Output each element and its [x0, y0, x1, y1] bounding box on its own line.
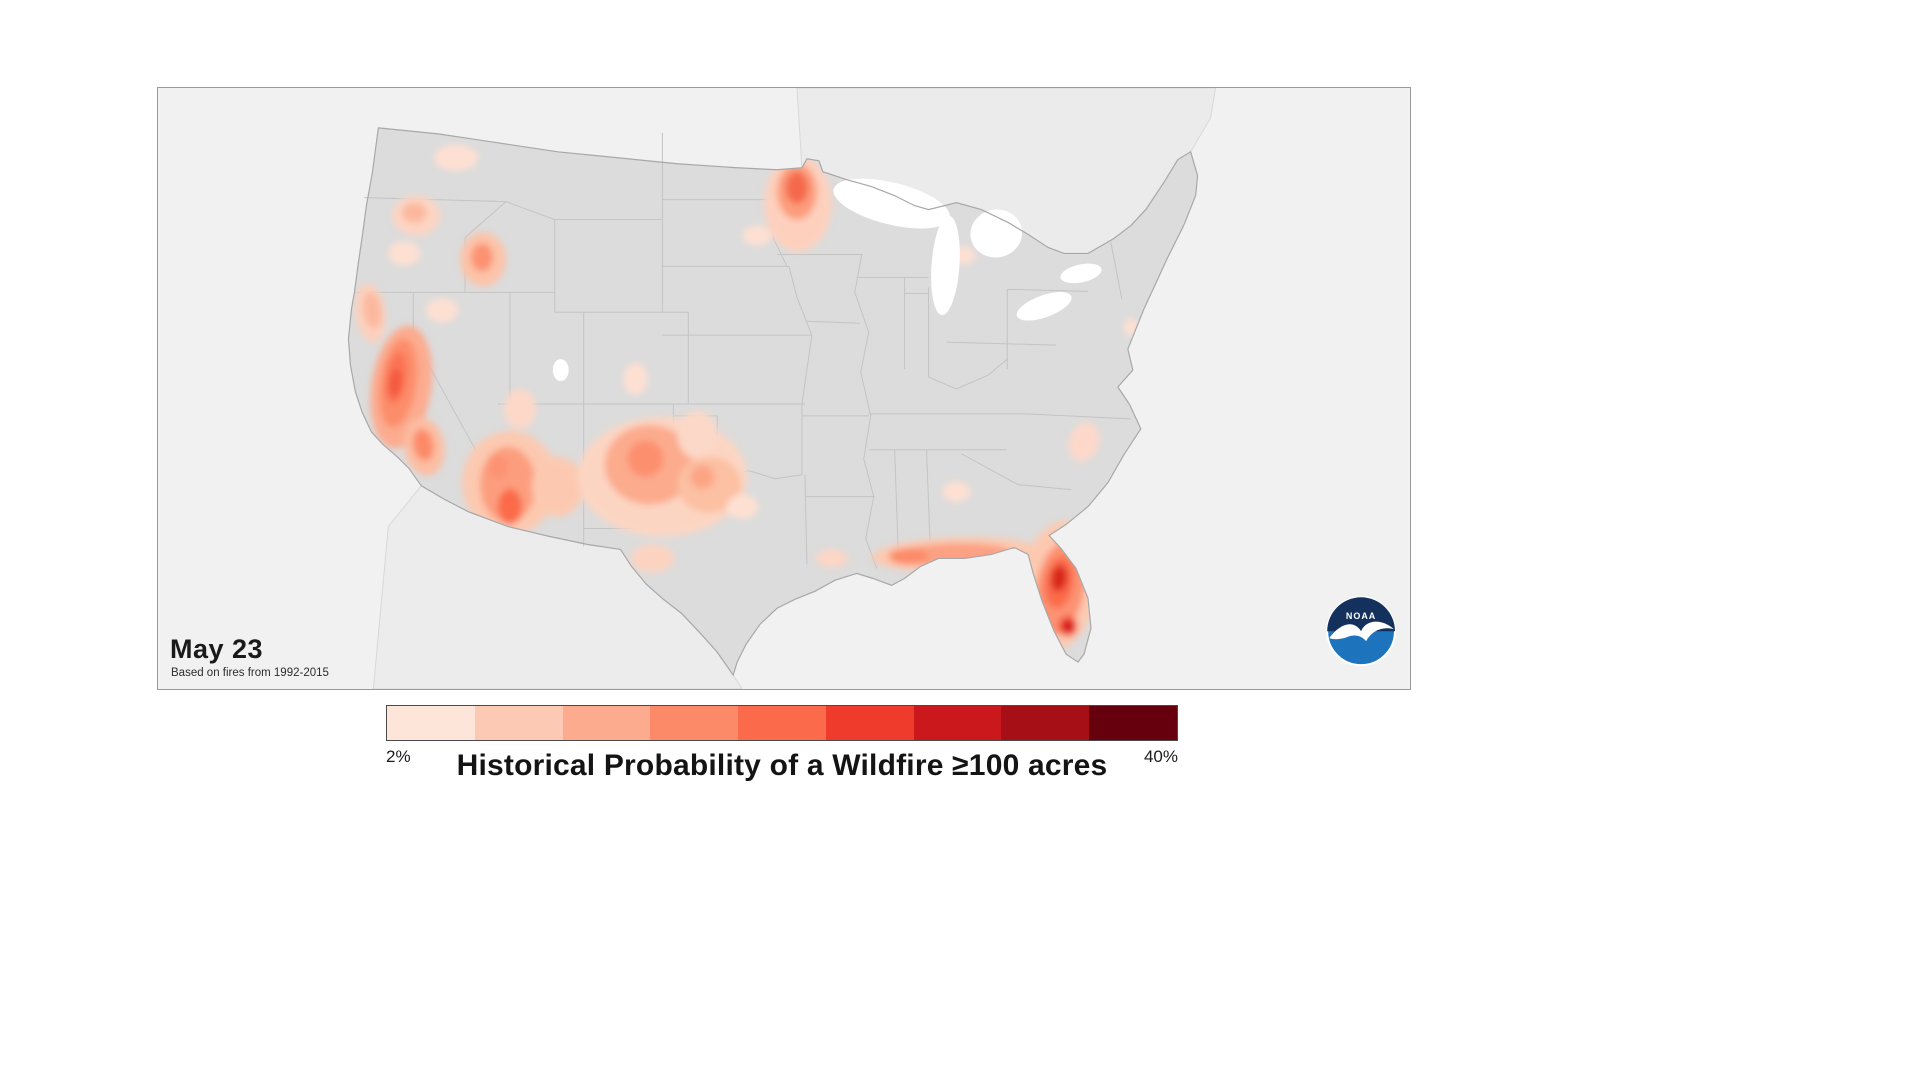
noaa-logo: NOAA: [1326, 596, 1396, 667]
heat-blob-central-oregon-core: [402, 202, 427, 223]
colorbar-segment: [1001, 706, 1090, 740]
us-map-svg: NOAA: [159, 88, 1409, 689]
heat-blob-socal-core: [413, 429, 434, 461]
heat-blob-se-new-mexico-core: [627, 440, 664, 477]
heat-blob-western-new-mexico: [531, 456, 584, 517]
heat-blob-southern-utah: [503, 388, 536, 429]
heat-blob-norcal-coast-core: [363, 292, 382, 329]
lake-michigan: [931, 215, 960, 316]
colorbar-segment: [650, 706, 739, 740]
colorbar-segment: [1089, 706, 1178, 740]
noaa-logo-text: NOAA: [1346, 611, 1376, 621]
colorbar-segment: [913, 706, 1002, 740]
great-salt-lake: [552, 359, 569, 382]
legend-title: Historical Probability of a Wildfire ≥10…: [456, 749, 1108, 782]
heat-blob-colorado-front-range: [623, 363, 648, 395]
heat-blob-olympic-peninsula: [434, 144, 479, 171]
lake-huron: [970, 209, 1023, 258]
heat-blob-south-florida-peak: [1063, 621, 1074, 632]
map-panel: NOAA May 23 Based on fires from 1992-201…: [157, 87, 1411, 690]
colorbar-segment: [562, 706, 651, 740]
heat-blob-north-dakota: [743, 225, 772, 246]
heat-blob-central-texas: [726, 494, 759, 519]
attribution-label: Based on fires from 1992-2015: [171, 666, 329, 679]
heat-blob-gulf-coast-core: [888, 548, 929, 565]
colorbar-segment: [825, 706, 914, 740]
legend-min-label: 2%: [386, 747, 411, 766]
heat-blob-carolina-coast: [1068, 422, 1100, 462]
heat-blob-texas-panhandle: [677, 410, 718, 459]
heat-blob-west-texas-spot: [690, 464, 715, 489]
colorbar: [386, 705, 1178, 741]
heat-blob-western-nevada: [426, 298, 459, 323]
heat-blob-arizona-core: [497, 488, 522, 525]
colorbar-segment: [474, 706, 563, 740]
heat-blob-central-florida-core: [1050, 565, 1068, 592]
seagull-icon: [1329, 621, 1394, 642]
heat-blob-idaho-core: [471, 243, 493, 272]
date-label: May 23: [170, 634, 264, 664]
heat-blob-arizona-north-core: [487, 454, 508, 479]
legend-max-label: 40%: [1143, 747, 1178, 766]
heat-blob-big-bend-texas: [630, 544, 675, 573]
heat-blob-inland-georgia: [942, 481, 971, 502]
lake-ontario: [1060, 263, 1102, 284]
heat-blob-clip: [354, 144, 1138, 652]
heat-blob-southern-oregon: [388, 241, 421, 266]
legend: 2% 40% Historical Probability of a Wildf…: [386, 705, 1178, 783]
lake-erie: [1016, 291, 1072, 321]
colorbar-segment: [387, 706, 475, 740]
colorbar-segment: [738, 706, 826, 740]
heat-blob-layer: [354, 144, 1138, 652]
us-outline: [347, 127, 1199, 677]
heat-blob-louisiana-coast: [815, 549, 848, 568]
heat-blob-central-valley-peak: [389, 369, 402, 397]
heat-blob-northern-minnesota-core: [785, 171, 808, 204]
lake-superior: [833, 178, 950, 229]
